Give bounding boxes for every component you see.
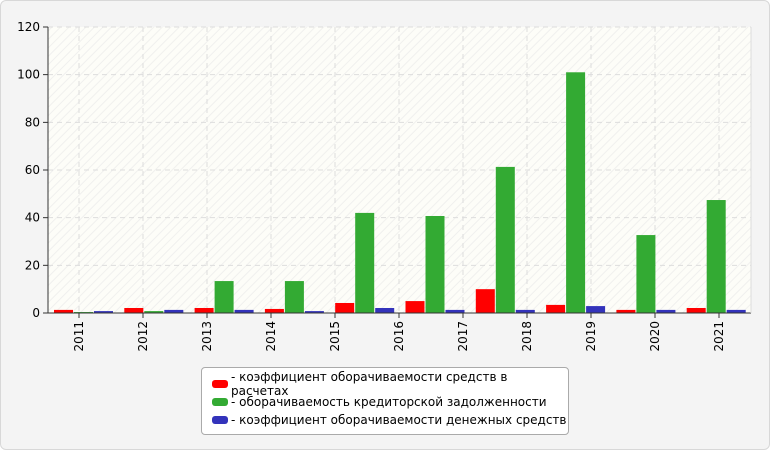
x-tick-label: 2020 (648, 321, 662, 352)
bar (425, 215, 445, 313)
x-tick-label: 2014 (264, 321, 278, 352)
x-tick-label: 2019 (584, 321, 598, 352)
bar (656, 309, 676, 313)
legend-label: - оборачиваемость кредиторской задолженн… (231, 395, 547, 409)
bar (284, 281, 304, 313)
x-tick-label: 2013 (200, 321, 214, 352)
x-tick-label: 2021 (712, 321, 726, 352)
bar (234, 309, 254, 313)
legend-item-receivables: - коэффициент оборачиваемости средств в … (212, 370, 568, 398)
bar (124, 307, 144, 313)
bar (586, 306, 606, 313)
x-tick-label: 2012 (136, 321, 150, 352)
y-tick-label: 0 (32, 306, 40, 320)
bar (335, 302, 355, 313)
bar (445, 309, 465, 313)
legend: - коэффициент оборачиваемости средств в … (201, 367, 569, 435)
bar (264, 308, 284, 313)
y-tick-label: 20 (25, 258, 40, 272)
legend-item-cash: - коэффициент оборачиваемости денежных с… (212, 412, 567, 428)
bar (515, 309, 535, 313)
x-tick-label: 2016 (392, 321, 406, 352)
bar (214, 281, 234, 313)
bar (304, 311, 324, 313)
bar (164, 309, 184, 313)
y-tick-label: 80 (25, 115, 40, 129)
x-tick-label: 2017 (456, 321, 470, 352)
legend-swatch-red (212, 380, 228, 388)
bar (475, 289, 495, 313)
bar (686, 307, 706, 313)
bar (726, 309, 746, 313)
bar (54, 309, 73, 313)
x-tick-label: 2011 (72, 321, 86, 352)
x-tick-label: 2015 (328, 321, 342, 352)
y-tick-label: 60 (25, 163, 40, 177)
legend-label: - коэффициент оборачиваемости средств в … (230, 370, 508, 398)
bar (144, 311, 164, 313)
bar (375, 307, 395, 313)
bar (566, 72, 586, 314)
y-tick-label: 120 (17, 20, 40, 34)
legend-item-payables: - оборачиваемость кредиторской задолженн… (212, 394, 547, 410)
y-tick-label: 100 (17, 68, 40, 82)
bar-chart: 0 20 40 60 80 100 120 2011 2012 2013 2014 2015 2016 2… (17, 20, 752, 352)
legend-swatch-green (212, 398, 228, 406)
bar (405, 301, 425, 313)
y-tick-label: 40 (25, 211, 40, 225)
bar (495, 166, 515, 313)
bar (706, 200, 726, 313)
bar (616, 309, 636, 313)
bar (636, 235, 656, 313)
x-tick-label: 2018 (520, 321, 534, 352)
bar (94, 311, 113, 313)
legend-swatch-blue (212, 416, 228, 424)
bar (194, 307, 214, 313)
bar (546, 304, 566, 313)
legend-label: - коэффициент оборачиваемости денежных с… (231, 413, 567, 427)
bar (355, 212, 375, 313)
